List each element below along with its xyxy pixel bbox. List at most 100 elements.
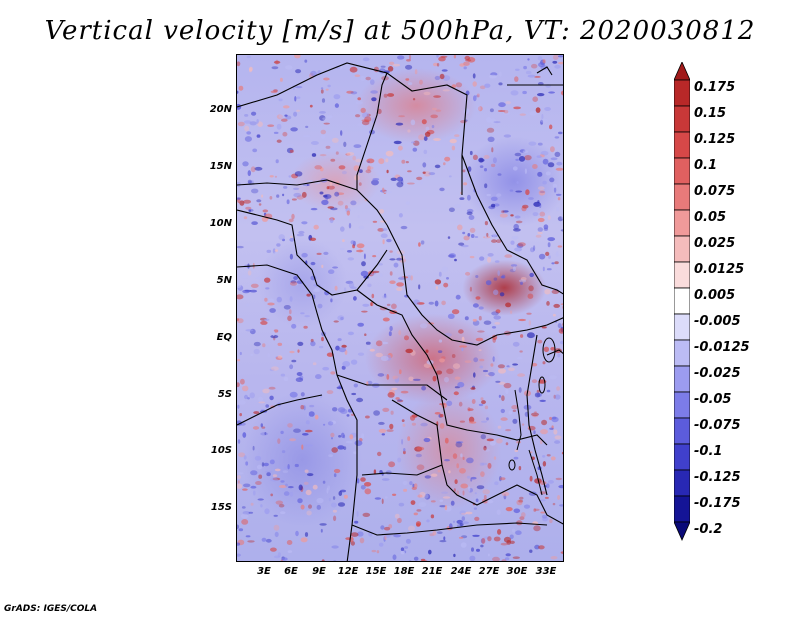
field-speckle-dot <box>396 282 404 287</box>
field-speckle-dot <box>312 362 317 366</box>
field-speckle-dot <box>289 296 293 302</box>
field-speckle-dot <box>256 134 261 138</box>
field-speckle-dot <box>268 386 276 390</box>
field-speckle-dot <box>268 298 275 304</box>
field-speckle-dot <box>546 301 550 306</box>
field-speckle-dot <box>551 262 555 265</box>
field-speckle-dot <box>310 341 316 347</box>
field-speckle-dot <box>319 345 324 349</box>
field-speckle-dot <box>335 151 339 155</box>
field-speckle-dot <box>467 233 471 237</box>
field-speckle-dot <box>560 229 563 232</box>
field-speckle-dot <box>423 149 428 155</box>
field-speckle-dot <box>379 273 383 277</box>
field-speckle-dot <box>466 475 471 479</box>
field-speckle-dot <box>553 187 557 193</box>
field-speckle-dot <box>491 147 494 153</box>
field-speckle-dot <box>245 303 250 307</box>
field-speckle-dot <box>419 79 423 85</box>
field-speckle-dot <box>477 330 485 333</box>
field-speckle-dot <box>519 516 525 520</box>
field-speckle-dot <box>441 69 448 72</box>
field-speckle-dot <box>456 463 459 469</box>
field-speckle-dot <box>505 553 511 557</box>
field-speckle-dot <box>459 510 467 515</box>
field-speckle-dot <box>265 538 272 543</box>
field-speckle-dot <box>261 426 266 429</box>
colorbar-label: 0.125 <box>694 132 736 147</box>
field-speckle-dot <box>487 136 495 142</box>
field-speckle-dot <box>502 210 509 213</box>
field-speckle-dot <box>542 516 549 522</box>
field-speckle-dot <box>237 283 241 288</box>
field-speckle-dot <box>485 280 492 286</box>
lat-label-5s: 5S <box>217 389 232 400</box>
field-speckle-dot <box>557 323 562 329</box>
colorbar-cell <box>674 339 690 367</box>
field-speckle-dot <box>529 451 533 454</box>
grads-credit: GrADS: IGES/COLA <box>4 604 98 614</box>
field-speckle-dot <box>372 220 378 223</box>
field-speckle-dot <box>353 165 360 172</box>
field-speckle-dot <box>456 519 463 524</box>
field-speckle-dot <box>247 540 255 543</box>
field-speckle-dot <box>453 55 457 59</box>
field-speckle-dot <box>441 491 448 494</box>
field-speckle-dot <box>437 531 443 534</box>
field-speckle-dot <box>353 144 362 148</box>
field-speckle-dot <box>310 338 314 343</box>
field-speckle-dot <box>454 258 457 262</box>
field-speckle-dot <box>549 427 554 430</box>
field-speckle-dot <box>475 275 479 278</box>
field-speckle-dot <box>283 105 290 109</box>
field-speckle-dot <box>296 96 301 99</box>
field-speckle-dot <box>301 444 304 450</box>
field-speckle-dot <box>560 303 563 306</box>
field-speckle-dot <box>302 433 309 436</box>
field-speckle-dot <box>332 407 338 412</box>
field-speckle-dot <box>420 422 428 427</box>
colorbar-cell <box>674 209 690 237</box>
field-speckle-dot <box>532 164 538 169</box>
field-speckle-dot <box>346 152 355 156</box>
field-speckle-dot <box>482 369 489 373</box>
field-speckle-dot <box>254 455 262 461</box>
field-speckle-dot <box>316 497 324 504</box>
field-speckle-dot <box>475 296 481 300</box>
field-speckle-dot <box>513 508 521 514</box>
lon-label-18e: 18E <box>393 566 415 577</box>
field-speckle-dot <box>319 111 326 114</box>
field-speckle-dot <box>365 76 371 81</box>
field-speckle-dot <box>538 545 545 550</box>
colorbar-cell <box>674 443 690 471</box>
field-speckle-dot <box>237 480 240 484</box>
field-speckle-dot <box>439 505 447 508</box>
field-speckle-dot <box>551 416 559 423</box>
colorbar-label: -0.05 <box>694 392 732 407</box>
field-speckle-dot <box>384 190 392 194</box>
field-speckle-dot <box>353 451 357 455</box>
field-speckle-dot <box>492 337 496 343</box>
field-speckle-dot <box>465 90 470 96</box>
field-speckle-dot <box>277 342 283 346</box>
field-speckle-dot <box>297 498 303 504</box>
field-speckle-dot <box>361 433 365 439</box>
field-speckle-dot <box>554 435 562 440</box>
field-speckle-dot <box>327 84 331 88</box>
field-speckle-dot <box>494 481 499 486</box>
field-speckle-dot <box>479 158 485 162</box>
field-speckle-dot <box>396 399 404 403</box>
field-speckle-dot <box>242 432 247 438</box>
field-speckle-dot <box>461 347 464 352</box>
field-speckle-dot <box>519 496 524 500</box>
field-speckle-dot <box>353 383 358 388</box>
field-speckle-dot <box>416 464 425 471</box>
field-speckle-dot <box>434 75 441 81</box>
field-speckle-dot <box>483 495 487 500</box>
field-speckle-dot <box>463 235 470 241</box>
field-speckle-dot <box>505 442 509 446</box>
field-speckle-dot <box>338 435 342 438</box>
field-speckle-dot <box>411 422 416 426</box>
field-speckle-dot <box>390 410 394 415</box>
field-speckle-dot <box>418 284 421 290</box>
